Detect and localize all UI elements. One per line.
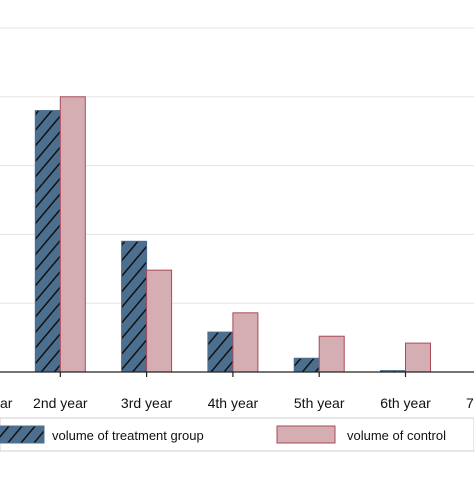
legend: volume of treatment group volume of contr… <box>0 417 474 452</box>
x-tick-label-3: 3rd year <box>121 395 173 411</box>
x-tick-labels: ar 2nd year 3rd year 4th year 5th year 6th ye… <box>0 395 474 411</box>
control-bar-3 <box>146 269 173 373</box>
control-bar-6 <box>405 342 431 373</box>
control-bar-2 <box>59 96 86 373</box>
control-bar-4 <box>232 312 259 373</box>
x-tick-label-5: 5th year <box>294 395 345 411</box>
legend-label-treatment: volume of treatment group <box>52 428 204 443</box>
treatment-bar-2 <box>34 110 61 373</box>
control-bar-5 <box>318 335 345 373</box>
bars <box>34 96 431 373</box>
x-tick-label-1: ar <box>0 395 13 411</box>
treatment-bar-5 <box>293 357 320 373</box>
x-tick-label-6: 6th year <box>380 395 431 411</box>
legend-swatch-control <box>276 425 336 444</box>
treatment-bar-3 <box>121 240 148 373</box>
x-tick-label-2: 2nd year <box>33 395 88 411</box>
legend-label-control: volume of control <box>347 428 446 443</box>
x-axis <box>0 371 474 377</box>
legend-swatch-treatment <box>0 425 45 444</box>
x-tick-label-7: 7 <box>466 395 474 411</box>
treatment-bar-4 <box>207 331 234 373</box>
legend-box <box>0 417 474 452</box>
x-tick-label-4: 4th year <box>208 395 259 411</box>
